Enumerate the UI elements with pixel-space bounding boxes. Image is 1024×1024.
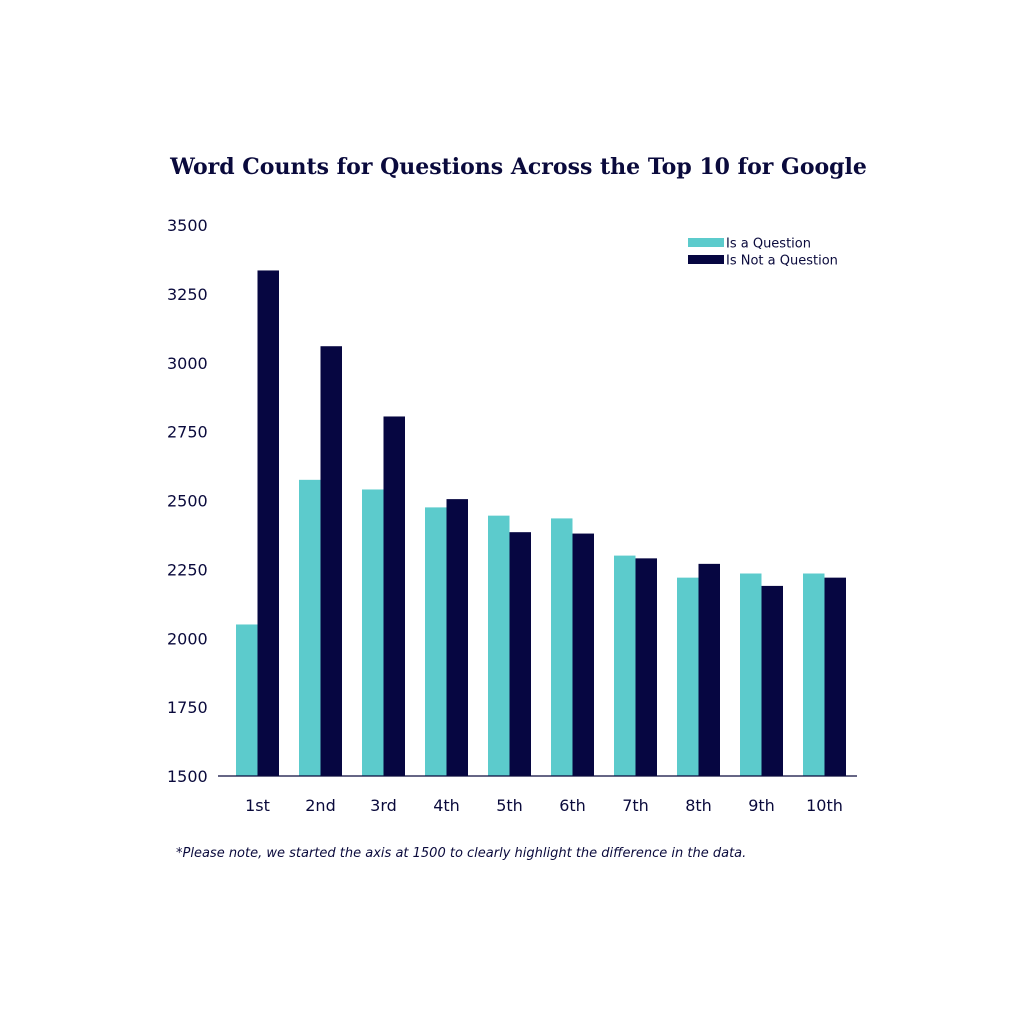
bar-is-a-question-10th — [803, 573, 825, 776]
bar-is-a-question-8th — [677, 577, 699, 776]
y-tick-label: 2750 — [167, 423, 208, 442]
x-tick-label: 2nd — [305, 796, 335, 815]
y-tick-label: 1750 — [167, 698, 208, 717]
bar-is-a-question-9th — [740, 573, 762, 776]
x-axis-ticks: 1st 2nd 3rd 4th 5th 6th 7th 8th 9th 10th — [245, 796, 843, 815]
bar-is-a-question-1st — [236, 624, 258, 776]
bar-is-not-a-question-7th — [635, 558, 657, 776]
legend-swatch-is-not-a-question — [688, 255, 724, 264]
y-tick-label: 2250 — [167, 560, 208, 579]
x-tick-label: 10th — [806, 796, 843, 815]
bar-is-not-a-question-5th — [509, 532, 531, 776]
x-tick-label: 6th — [559, 796, 586, 815]
legend-swatch-is-a-question — [688, 238, 724, 247]
bar-is-not-a-question-1st — [257, 270, 279, 776]
bar-is-not-a-question-9th — [761, 585, 783, 776]
legend-label-is-a-question: Is a Question — [726, 237, 811, 252]
x-tick-label: 8th — [685, 796, 712, 815]
bar-is-not-a-question-2nd — [320, 346, 342, 776]
bar-is-a-question-2nd — [299, 479, 321, 776]
bars-group — [236, 270, 846, 776]
x-tick-label: 4th — [433, 796, 460, 815]
y-tick-label: 1500 — [167, 767, 208, 786]
bar-is-not-a-question-4th — [446, 499, 468, 776]
y-tick-label: 2500 — [167, 492, 208, 511]
x-tick-label: 5th — [496, 796, 523, 815]
x-tick-label: 7th — [622, 796, 649, 815]
x-tick-label: 3rd — [370, 796, 397, 815]
legend: Is a Question Is Not a Question — [688, 237, 838, 269]
bar-is-not-a-question-10th — [824, 577, 846, 776]
y-tick-label: 3250 — [167, 285, 208, 304]
legend-label-is-not-a-question: Is Not a Question — [726, 254, 838, 269]
bar-is-not-a-question-8th — [698, 563, 720, 776]
chart-title: Word Counts for Questions Across the Top… — [170, 154, 867, 180]
y-axis-ticks: 1500 1750 2000 2250 2500 2750 3000 3250 3500 — [167, 216, 208, 786]
bar-is-a-question-7th — [614, 555, 636, 776]
y-tick-label: 2000 — [167, 629, 208, 648]
bar-is-a-question-5th — [488, 515, 510, 776]
y-tick-label: 3000 — [167, 354, 208, 373]
bar-is-not-a-question-3rd — [383, 416, 405, 776]
bar-is-a-question-3rd — [362, 489, 384, 776]
x-tick-label: 9th — [748, 796, 775, 815]
x-tick-label: 1st — [245, 796, 270, 815]
footnote: *Please note, we started the axis at 150… — [176, 846, 747, 861]
bar-is-not-a-question-6th — [572, 533, 594, 776]
y-tick-label: 3500 — [167, 216, 208, 235]
bar-is-a-question-4th — [425, 507, 447, 776]
bar-is-a-question-6th — [551, 518, 573, 776]
